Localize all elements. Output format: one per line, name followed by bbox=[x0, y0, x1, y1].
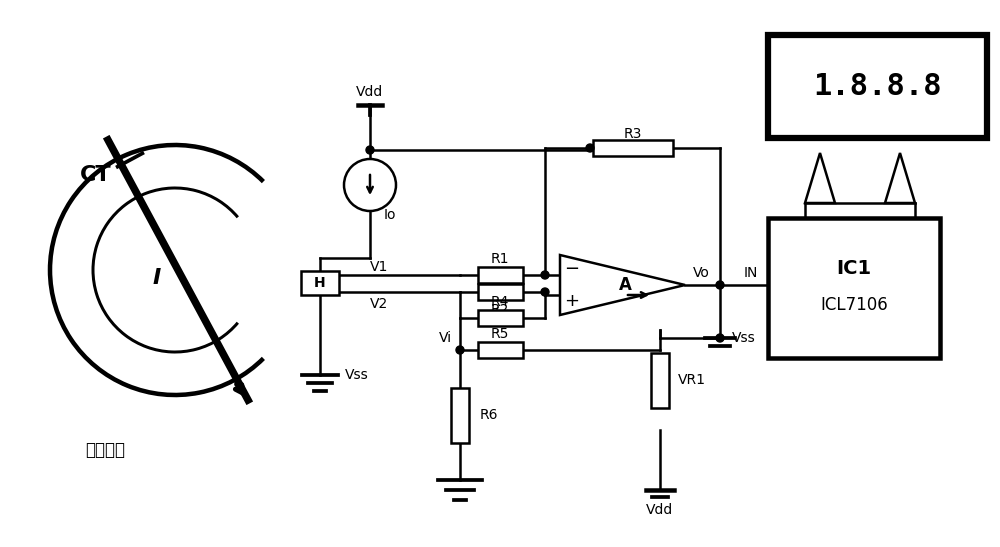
Polygon shape bbox=[560, 255, 685, 315]
Text: H: H bbox=[314, 276, 326, 290]
Text: IC1: IC1 bbox=[836, 259, 872, 277]
Text: Vo: Vo bbox=[693, 266, 710, 280]
Bar bbox=[592, 140, 672, 156]
Text: +: + bbox=[564, 292, 580, 310]
Text: Io: Io bbox=[384, 208, 396, 222]
Bar bbox=[768, 35, 987, 138]
Polygon shape bbox=[805, 153, 835, 203]
Text: −: − bbox=[564, 260, 580, 278]
Circle shape bbox=[344, 159, 396, 211]
Bar bbox=[478, 310, 522, 326]
Circle shape bbox=[541, 271, 549, 279]
Circle shape bbox=[716, 334, 724, 342]
Bar bbox=[478, 284, 522, 300]
Text: CT: CT bbox=[80, 165, 112, 185]
Bar bbox=[451, 387, 469, 443]
Text: Vdd: Vdd bbox=[646, 503, 674, 517]
Text: ICL7106: ICL7106 bbox=[820, 296, 888, 314]
Text: R4: R4 bbox=[491, 295, 509, 309]
Text: 1.8.8.8: 1.8.8.8 bbox=[813, 72, 942, 101]
Text: I: I bbox=[153, 268, 161, 288]
Text: Vdd: Vdd bbox=[356, 85, 384, 99]
Text: R5: R5 bbox=[491, 327, 509, 341]
Text: V2: V2 bbox=[370, 297, 388, 311]
Text: R6: R6 bbox=[480, 408, 498, 422]
Text: A: A bbox=[619, 276, 631, 294]
Text: IN: IN bbox=[744, 266, 758, 280]
Polygon shape bbox=[885, 153, 915, 203]
Text: R3: R3 bbox=[623, 127, 642, 141]
Bar bbox=[651, 352, 669, 408]
Circle shape bbox=[456, 346, 464, 354]
Text: R2: R2 bbox=[491, 303, 509, 317]
Bar bbox=[478, 267, 522, 283]
Circle shape bbox=[541, 288, 549, 296]
Circle shape bbox=[366, 146, 374, 154]
Text: R1: R1 bbox=[491, 252, 509, 266]
Text: 被测电流: 被测电流 bbox=[85, 441, 125, 459]
Bar bbox=[478, 342, 522, 358]
Text: V1: V1 bbox=[370, 260, 388, 274]
Text: Vss: Vss bbox=[732, 331, 756, 345]
Text: Vss: Vss bbox=[345, 368, 369, 382]
Text: Vi: Vi bbox=[439, 331, 452, 345]
Bar bbox=[301, 271, 339, 295]
Bar bbox=[768, 218, 940, 358]
Circle shape bbox=[716, 281, 724, 289]
Circle shape bbox=[586, 144, 594, 152]
Text: VR1: VR1 bbox=[678, 373, 706, 387]
